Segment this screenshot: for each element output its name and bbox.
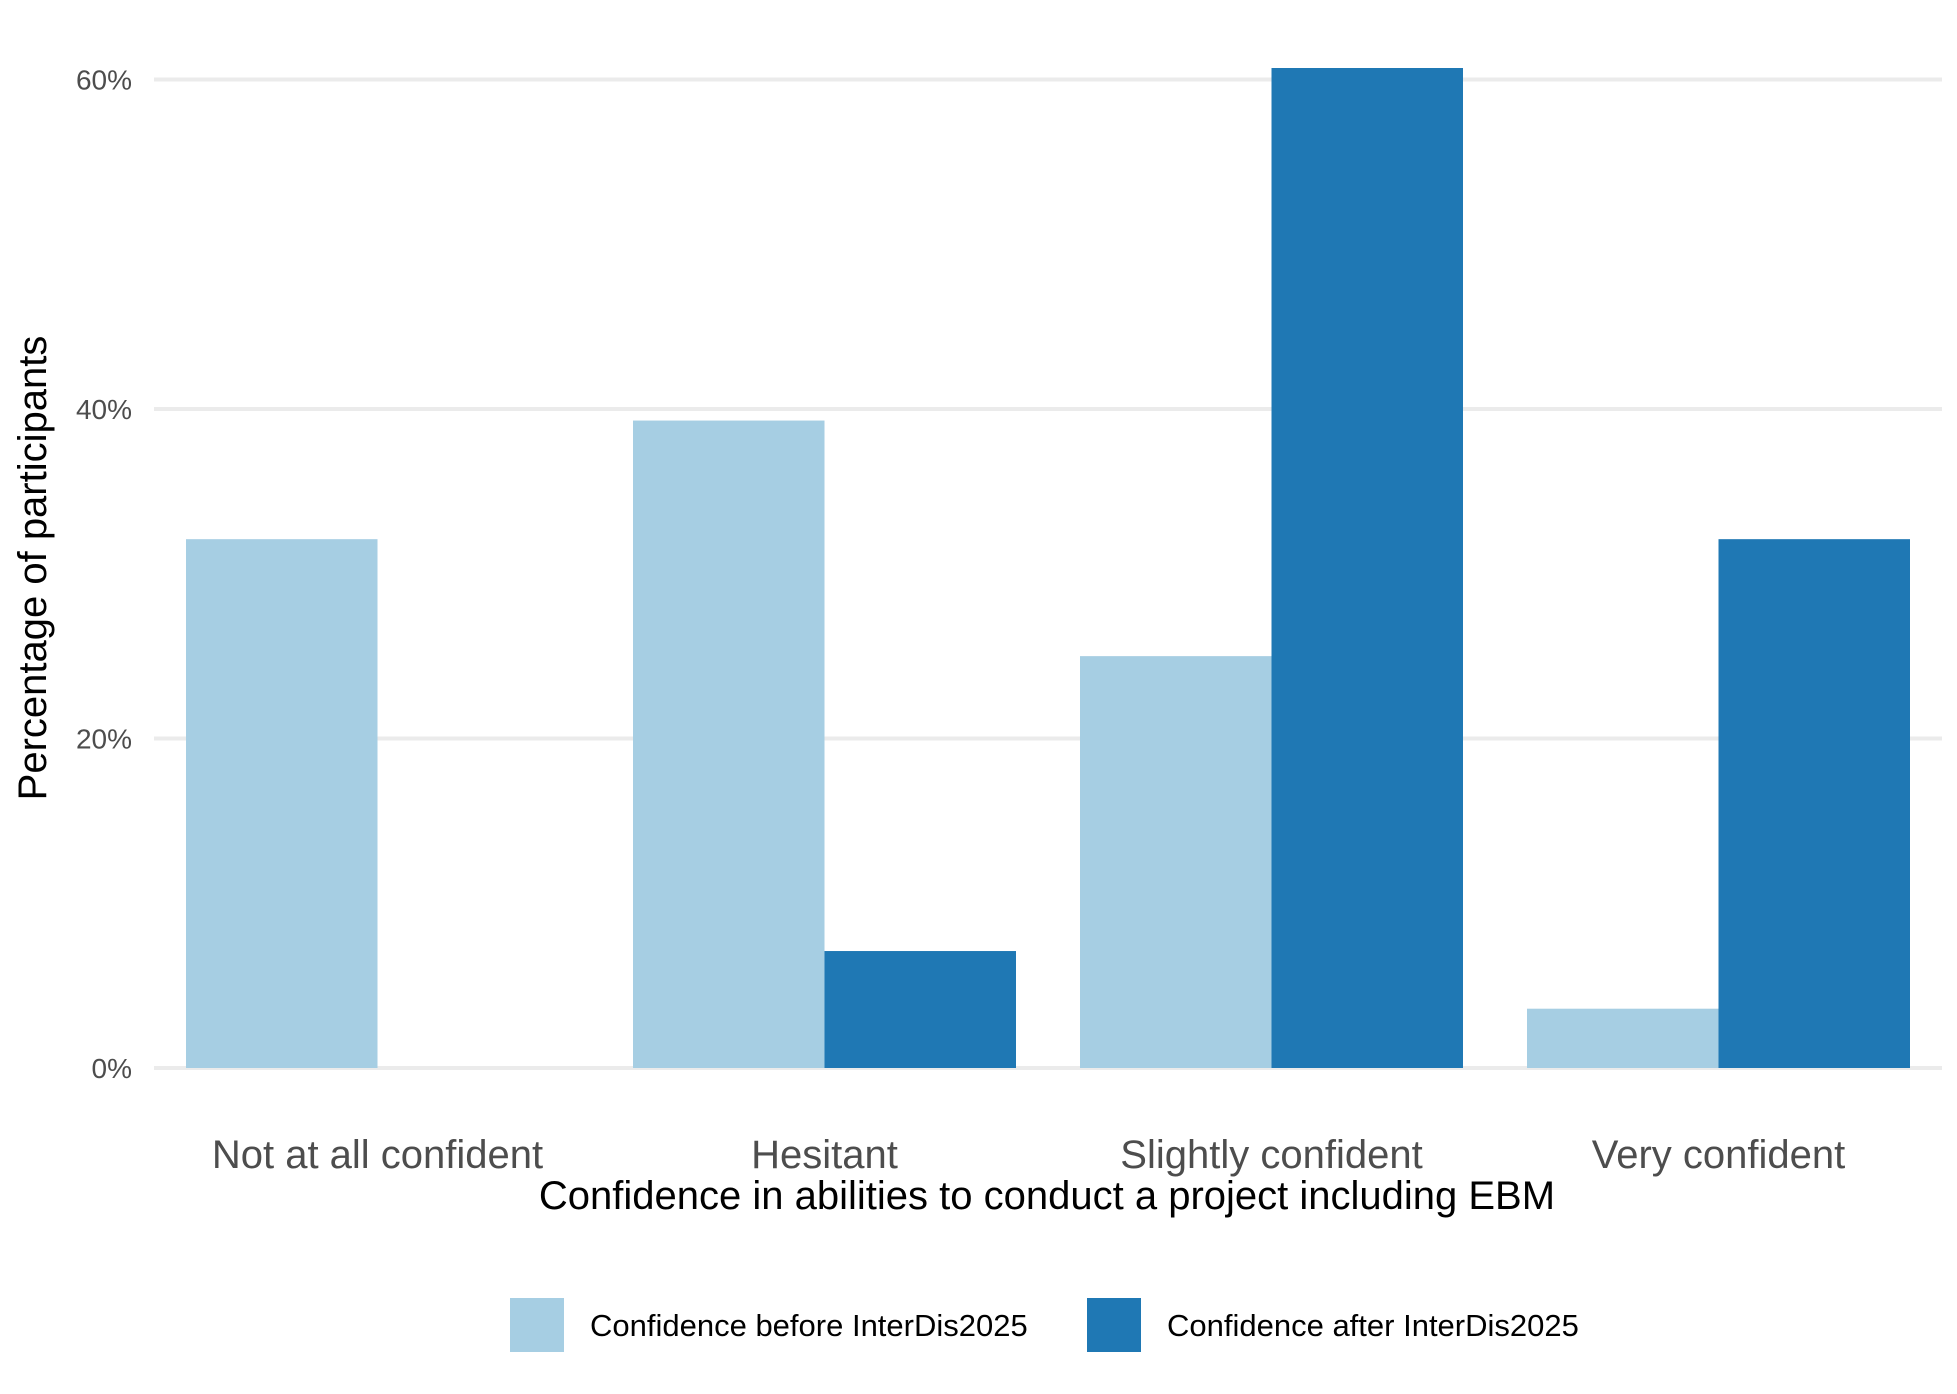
x-axis-ticks: Not at all confident Hesitant Slightly con… (212, 1133, 1845, 1177)
y-tick-label: 0% (92, 1053, 132, 1084)
legend-label-after: Confidence after InterDis2025 (1167, 1308, 1579, 1343)
bar-before-1 (633, 420, 825, 1068)
bars (186, 68, 1910, 1068)
legend: Confidence before InterDis2025 Confidence… (510, 1298, 1579, 1352)
bar-before-2 (1080, 656, 1272, 1068)
y-axis-ticks: 0% 20% 40% 60% (76, 65, 132, 1084)
y-axis-title: Percentage of participants (11, 336, 55, 801)
bar-after-2 (1271, 68, 1463, 1068)
legend-swatch-after (1087, 1298, 1141, 1352)
bar-after-1 (824, 951, 1016, 1068)
y-tick-label: 60% (76, 65, 132, 96)
y-tick-label: 20% (76, 724, 132, 755)
x-tick-label: Not at all confident (212, 1133, 543, 1177)
x-axis-title: Confidence in abilities to conduct a pro… (539, 1174, 1555, 1218)
x-tick-label: Slightly confident (1120, 1133, 1422, 1177)
legend-label-before: Confidence before InterDis2025 (590, 1308, 1028, 1343)
y-tick-label: 40% (76, 394, 132, 425)
x-tick-label: Hesitant (751, 1133, 898, 1177)
bar-before-0 (186, 539, 378, 1068)
bar-after-3 (1718, 539, 1910, 1068)
legend-swatch-before (510, 1298, 564, 1352)
gridlines (154, 77, 1942, 1070)
bar-before-3 (1527, 1008, 1719, 1068)
x-tick-label: Very confident (1592, 1133, 1846, 1177)
